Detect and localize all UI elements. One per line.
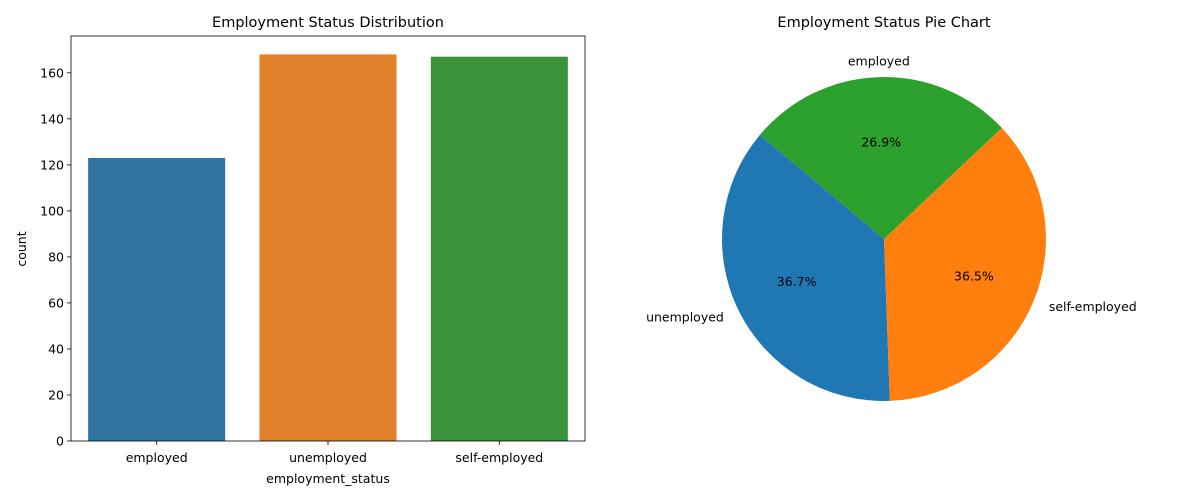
y-axis-label: count	[14, 231, 29, 266]
y-tick-label: 20	[48, 387, 64, 402]
y-tick-label: 160	[40, 65, 64, 80]
bar-self-employed	[430, 56, 568, 441]
y-tick-label: 0	[56, 434, 64, 449]
pie-label: self-employed	[1049, 299, 1137, 314]
pie-chart: Employment Status Pie Chart unemployed 36…	[646, 15, 1137, 402]
x-tick-label: self-employed	[455, 450, 543, 465]
pie-slice-employed	[759, 77, 1002, 239]
y-tick-label: 60	[48, 295, 64, 310]
bar-chart: Employment Status Distribution employed u…	[14, 15, 586, 486]
y-tick-label: 120	[40, 157, 64, 172]
pie-slice-self-employed	[884, 127, 1046, 401]
y-tick-label: 80	[48, 249, 64, 264]
plot-frame	[70, 35, 586, 442]
bar-unemployed	[259, 54, 397, 442]
pie-percent-label: 36.7%	[777, 274, 817, 289]
y-tick-label: 100	[40, 203, 64, 218]
pie-percent-label: 36.5%	[954, 268, 994, 283]
pie-chart-title: Employment Status Pie Chart	[777, 15, 990, 31]
pie-slice-unemployed	[722, 134, 890, 402]
pie-plot-area: unemployed 36.7% self-employed 36.5% employe…	[646, 53, 1137, 402]
pie-percent-label: 26.9%	[861, 134, 901, 149]
bar-plot-area: employed unemployed self-employed 0 20 40 60 80…	[40, 35, 586, 465]
x-tick-label: unemployed	[289, 450, 367, 465]
x-axis-label: employment_status	[266, 471, 390, 486]
bar-employed	[88, 157, 226, 442]
y-tick-label: 140	[40, 111, 64, 126]
bar-chart-title: Employment Status Distribution	[212, 15, 444, 31]
y-tick-label: 40	[48, 341, 64, 356]
pie-label: unemployed	[646, 310, 724, 325]
pie-label: employed	[848, 53, 910, 68]
x-tick-label: employed	[126, 450, 188, 465]
